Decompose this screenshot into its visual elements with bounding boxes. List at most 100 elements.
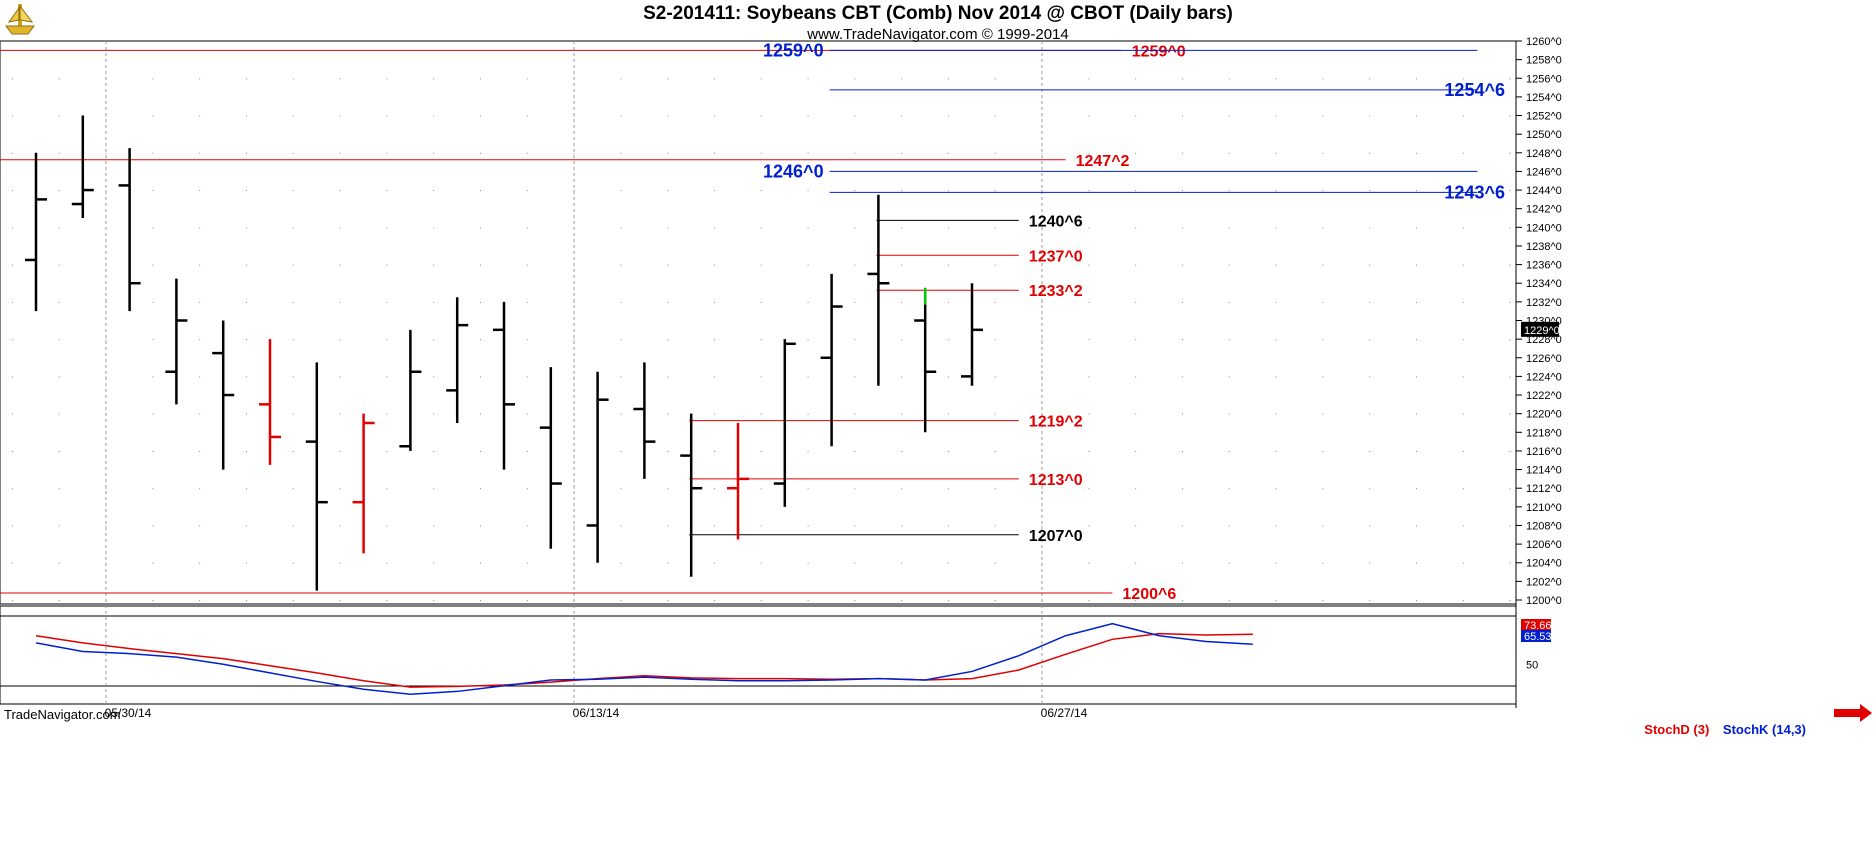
- grid-dot: [994, 376, 996, 378]
- grid-dot: [667, 562, 669, 564]
- grid-dot: [12, 600, 13, 601]
- grid-dot: [152, 450, 154, 452]
- grid-dot: [1041, 152, 1043, 154]
- grid-dot: [1182, 41, 1183, 42]
- grid-dot: [58, 152, 60, 154]
- grid-dot: [433, 525, 435, 527]
- grid-dot: [199, 264, 201, 266]
- grid-dot: [714, 562, 715, 564]
- y-tick-label: 1242^0: [1526, 204, 1562, 216]
- grid-dot: [1369, 115, 1371, 117]
- grid-dot: [246, 413, 247, 415]
- grid-dot: [526, 600, 528, 601]
- grid-dot: [433, 264, 435, 266]
- grid-dot: [760, 227, 762, 229]
- grid-dot: [1228, 227, 1230, 229]
- y-tick-label: 1238^0: [1526, 241, 1562, 253]
- grid-dot: [1135, 227, 1137, 229]
- grid-dot: [620, 525, 622, 527]
- grid-dot: [1509, 525, 1511, 527]
- grid-dot: [1509, 488, 1511, 490]
- grid-dot: [433, 600, 435, 601]
- grid-dot: [386, 301, 388, 303]
- grid-dot: [480, 450, 481, 452]
- level-label: 1233^2: [1029, 283, 1083, 300]
- grid-dot: [480, 152, 481, 154]
- y-tick-label: 1250^0: [1526, 129, 1562, 141]
- grid-dot: [1088, 450, 1090, 452]
- grid-dot: [1416, 488, 1417, 490]
- grid-dot: [480, 301, 481, 303]
- grid-dot: [12, 227, 13, 229]
- grid-dot: [948, 525, 949, 527]
- grid-dot: [1275, 115, 1277, 117]
- price-pane-frame: [0, 40, 1517, 605]
- grid-dot: [1088, 339, 1090, 341]
- grid-dot: [12, 450, 13, 452]
- grid-dot: [105, 339, 107, 341]
- grid-dot: [12, 78, 13, 80]
- y-tick-label: 1206^0: [1526, 539, 1562, 551]
- grid-dot: [1135, 562, 1137, 564]
- y-tick-label: 1236^0: [1526, 260, 1562, 272]
- grid-dot: [667, 41, 669, 42]
- grid-dot: [58, 525, 60, 527]
- stochastic-pane-frame: [0, 605, 1517, 705]
- grid-dot: [58, 41, 60, 42]
- grid-dot: [573, 339, 575, 341]
- grid-dot: [1416, 41, 1417, 42]
- grid-dot: [480, 41, 481, 42]
- y-tick-label: 1232^0: [1526, 297, 1562, 309]
- grid-dot: [12, 301, 13, 303]
- x-tick-label: 06/13/14: [573, 706, 620, 720]
- grid-dot: [994, 78, 996, 80]
- grid-dot: [526, 376, 528, 378]
- grid-dot: [1182, 450, 1183, 452]
- grid-dot: [1041, 339, 1043, 341]
- grid-dot: [1228, 152, 1230, 154]
- level-label: 1243^6: [1444, 182, 1505, 202]
- grid-dot: [480, 264, 481, 266]
- grid-dot: [526, 190, 528, 192]
- y-tick-label: 1218^0: [1526, 427, 1562, 439]
- grid-dot: [339, 562, 341, 564]
- grid-dot: [901, 264, 903, 266]
- grid-dot: [994, 339, 996, 341]
- grid-dot: [386, 115, 388, 117]
- grid-dot: [620, 562, 622, 564]
- grid-dot: [667, 525, 669, 527]
- grid-dot: [526, 152, 528, 154]
- grid-dot: [573, 152, 575, 154]
- grid-dot: [433, 562, 435, 564]
- grid-dot: [1462, 190, 1464, 192]
- grid-dot: [58, 115, 60, 117]
- grid-dot: [58, 227, 60, 229]
- grid-dot: [573, 190, 575, 192]
- grid-dot: [948, 190, 949, 192]
- y-tick-label: 1224^0: [1526, 371, 1562, 383]
- grid-dot: [1182, 339, 1183, 341]
- grid-dot: [807, 78, 809, 80]
- grid-dot: [339, 450, 341, 452]
- grid-dot: [12, 562, 13, 564]
- stoch-d-value-box: [1521, 619, 1551, 631]
- grid-dot: [1369, 78, 1371, 80]
- grid-dot: [246, 301, 247, 303]
- grid-dot: [199, 562, 201, 564]
- grid-dot: [386, 450, 388, 452]
- grid-dot: [1322, 600, 1324, 601]
- grid-dot: [1416, 190, 1417, 192]
- grid-dot: [1416, 413, 1417, 415]
- grid-dot: [1041, 488, 1043, 490]
- grid-dot: [58, 600, 60, 601]
- grid-dot: [1509, 190, 1511, 192]
- grid-dot: [1088, 190, 1090, 192]
- level-label: 1237^0: [1029, 248, 1083, 265]
- grid-dot: [1228, 264, 1230, 266]
- grid-dot: [1509, 301, 1511, 303]
- stoch-k-value-box: [1521, 630, 1551, 642]
- grid-dot: [152, 115, 154, 117]
- grid-dot: [1275, 600, 1277, 601]
- level-label: 1254^6: [1444, 80, 1505, 100]
- grid-dot: [292, 525, 294, 527]
